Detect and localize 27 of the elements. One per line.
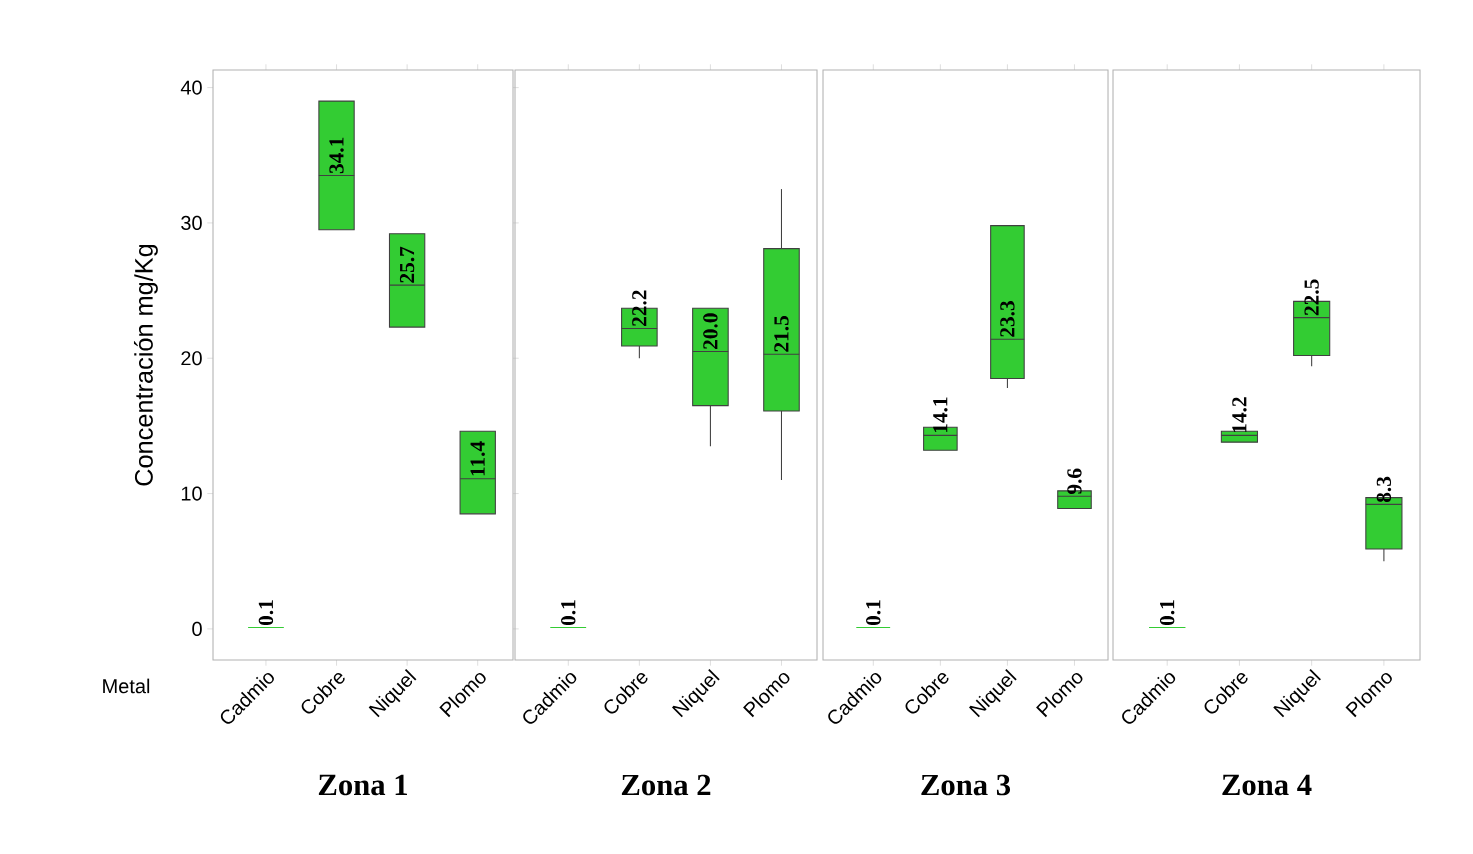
- y-axis-title: Concentración mg/Kg: [133, 244, 158, 486]
- y-tick-label: 0: [192, 621, 202, 636]
- x-axis-title: Metal: [103, 678, 150, 694]
- annotation: 9.6: [1067, 468, 1082, 495]
- annotation: 8.3: [1376, 476, 1392, 503]
- annotation: 14.2: [1232, 397, 1247, 433]
- annotation: 21.5: [774, 316, 789, 352]
- annotation: 14.1: [933, 397, 948, 433]
- y-tick-label: 40: [180, 80, 202, 95]
- annotation: 11.4: [470, 441, 485, 476]
- annotation: 20.0: [703, 313, 718, 349]
- y-tick-label: 10: [181, 486, 202, 501]
- y-tick-label: 30: [181, 215, 202, 230]
- annotation: 34.1: [329, 137, 344, 174]
- text: Zona 3: [921, 774, 1011, 796]
- annotation: 22.2: [632, 290, 647, 326]
- text: Zona 1: [318, 774, 407, 796]
- annotation: 0.1: [866, 600, 881, 626]
- annotation: 0.1: [258, 600, 274, 626]
- annotation: 0.1: [1159, 600, 1175, 626]
- annotation: 23.3: [1000, 301, 1015, 337]
- annotation: 0.1: [561, 600, 576, 626]
- annotation: 25.7: [399, 246, 415, 283]
- y-tick-label: 20: [181, 351, 202, 366]
- text: Zona 4: [1222, 774, 1312, 796]
- annotation: 22.5: [1304, 279, 1319, 316]
- text: Zona 2: [621, 774, 711, 796]
